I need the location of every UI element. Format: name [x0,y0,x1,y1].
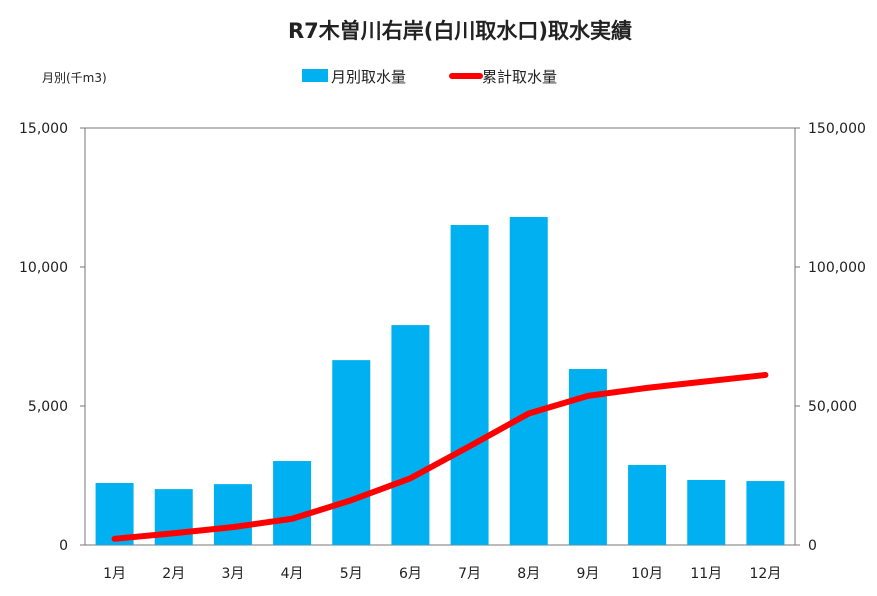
bar-7 [451,225,489,545]
x-tick-label: 10月 [631,566,663,582]
x-tick-label: 6月 [399,566,422,582]
y-left-tick-label: 0 [59,538,68,554]
x-tick-label: 11月 [690,566,722,582]
y-right-tick-label: 150,000 [808,121,866,137]
legend: 月別取水量 累計取水量 [302,68,557,86]
x-tick-label: 5月 [340,566,363,582]
x-tick-label: 8月 [517,566,540,582]
bar-12 [746,481,784,545]
bar-4 [273,461,311,545]
legend-bar-label: 月別取水量 [331,68,406,86]
x-tick-label: 12月 [750,566,782,582]
x-tick-label: 2月 [162,566,185,582]
y-right-tick-label: 50,000 [808,399,857,415]
x-tick-label: 9月 [576,566,599,582]
x-tick-label: 7月 [458,566,481,582]
legend-bar-swatch [302,69,328,82]
x-tick-label: 4月 [281,566,304,582]
x-tick-label: 1月 [103,566,126,582]
cumulative-line [115,375,766,539]
y-left-tick-label: 15,000 [19,121,68,137]
y-left-tick-label: 5,000 [28,399,68,415]
legend-line-label: 累計取水量 [482,68,557,86]
chart-title: R7木曽川右岸(白川取水口)取水実績 [288,19,632,43]
x-tick-label: 3月 [221,566,244,582]
bar-3 [214,484,252,545]
y-left-tick-label: 10,000 [19,260,68,276]
bar-10 [628,465,666,545]
bar-6 [391,325,429,545]
y-right-tick-label: 100,000 [808,260,866,276]
bar-8 [510,217,548,545]
bar-5 [332,360,370,545]
left-axis-label: 月別(千m3) [42,71,107,85]
y-right-tick-label: 0 [808,538,817,554]
bar-11 [687,480,725,545]
